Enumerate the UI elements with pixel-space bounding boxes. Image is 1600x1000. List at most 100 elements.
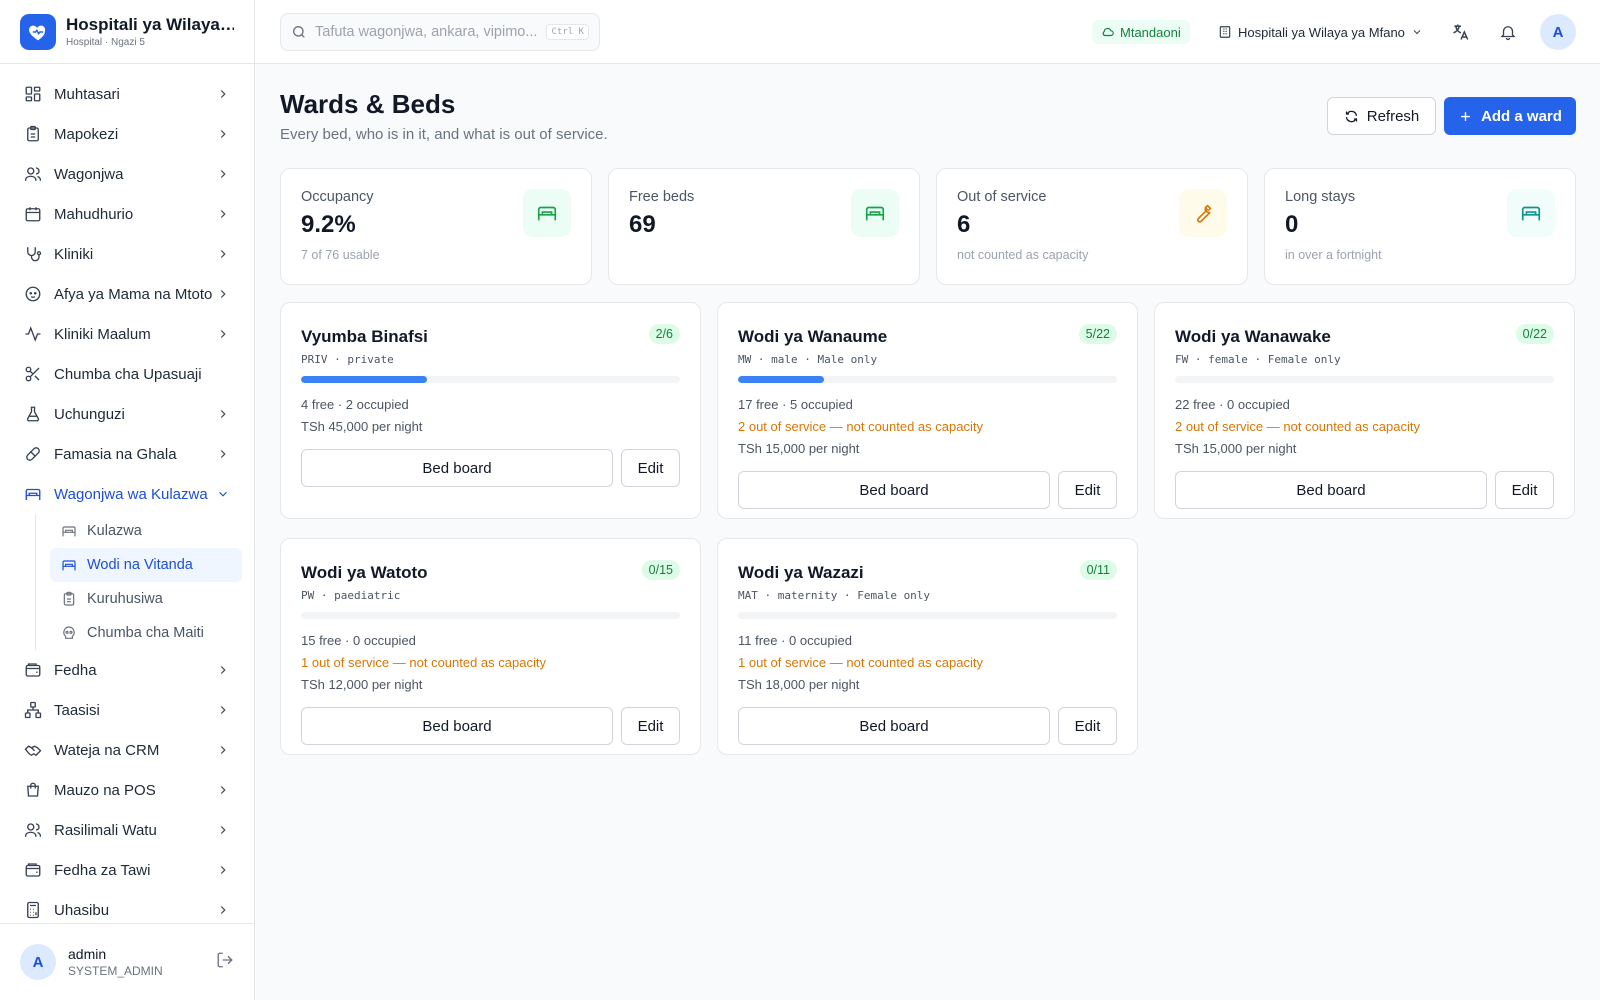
sidebar-item-wagonjwa[interactable]: Wagonjwa bbox=[0, 154, 254, 194]
user-avatar[interactable]: A bbox=[1540, 14, 1576, 50]
sidebar-item-label: Fedha za Tawi bbox=[54, 861, 151, 879]
ward-card: 2/6 Vyumba Binafsi PRIV · private 4 free… bbox=[280, 302, 701, 519]
chevron-right-icon bbox=[220, 410, 226, 418]
stat-card-long-stays: Long stays 0 in over a fortnight bbox=[1264, 168, 1576, 285]
language-icon[interactable] bbox=[1449, 20, 1473, 44]
ward-name: Wodi ya Watoto bbox=[301, 563, 428, 582]
occupancy-bar bbox=[1175, 376, 1554, 383]
bell-icon[interactable] bbox=[1496, 20, 1520, 44]
chevron-right-icon bbox=[220, 330, 226, 338]
bed-board-button[interactable]: Bed board bbox=[1175, 471, 1487, 509]
stat-card-out-of-service: Out of service 6 not counted as capacity bbox=[936, 168, 1248, 285]
sidebar-item-afya-ya-mama[interactable]: Afya ya Mama na Mtoto bbox=[0, 274, 254, 314]
bed-icon bbox=[851, 189, 899, 237]
brand-title: Hospitali ya Wilaya ya Mfano bbox=[66, 15, 234, 34]
sidebar-item-label: Wateja na CRM bbox=[54, 741, 160, 759]
sidebar-item-fedha[interactable]: Fedha bbox=[0, 650, 254, 690]
stat-label: Free beds bbox=[629, 189, 695, 205]
heart-logo-icon bbox=[20, 13, 56, 50]
sidebar-item-mauzo-na-pos[interactable]: Mauzo na POS bbox=[0, 770, 254, 810]
sidebar-item-uchunguzi[interactable]: Uchunguzi bbox=[0, 394, 254, 434]
sidebar-item-rasilimali-watu[interactable]: Rasilimali Watu bbox=[0, 810, 254, 850]
occupancy-bar bbox=[738, 376, 1117, 383]
bed-board-button[interactable]: Bed board bbox=[301, 707, 613, 745]
sidebar-item-kliniki-maalum[interactable]: Kliniki Maalum bbox=[0, 314, 254, 354]
sidebar-item-muhtasari[interactable]: Muhtasari bbox=[0, 74, 254, 114]
sidebar-item-mapokezi[interactable]: Mapokezi bbox=[0, 114, 254, 154]
stat-card-free-beds: Free beds 69 bbox=[608, 168, 920, 285]
sidebar-subnav: Kulazwa Wodi na Vitanda Kuruhusiwa Chumb… bbox=[35, 514, 254, 650]
refresh-icon bbox=[1345, 110, 1357, 122]
sidebar-subitem-kuruhusiwa[interactable]: Kuruhusiwa bbox=[50, 582, 242, 616]
ward-card: 0/22 Wodi ya Wanawake FW · female · Fema… bbox=[1154, 302, 1575, 519]
building-icon bbox=[1219, 26, 1231, 38]
sidebar-item-mahudhurio[interactable]: Mahudhurio bbox=[0, 194, 254, 234]
edit-ward-button[interactable]: Edit bbox=[621, 449, 680, 487]
ward-bed-counts: 11 free · 0 occupied bbox=[738, 633, 852, 648]
facility-selector[interactable]: Hospitali ya Wilaya ya Mfano bbox=[1218, 20, 1423, 44]
search-input[interactable] bbox=[315, 24, 539, 40]
status-badge: Mtandaoni bbox=[1092, 20, 1190, 44]
user-role: SYSTEM_ADMIN bbox=[68, 964, 163, 978]
status-text: Mtandaoni bbox=[1120, 24, 1181, 40]
sidebar-item-label: Rasilimali Watu bbox=[54, 821, 157, 839]
sidebar-item-taasisi[interactable]: Taasisi bbox=[0, 690, 254, 730]
chevron-down-icon bbox=[1413, 30, 1421, 35]
ward-card: 0/15 Wodi ya Watoto PW · paediatric 15 f… bbox=[280, 538, 701, 755]
sidebar-item-label: Mahudhurio bbox=[54, 205, 134, 223]
chevron-right-icon bbox=[220, 746, 226, 754]
brand-subtitle: Hospital · Ngazi 5 bbox=[66, 37, 145, 48]
occupancy-badge: 0/15 bbox=[641, 560, 680, 580]
sidebar-item-kliniki[interactable]: Kliniki bbox=[0, 234, 254, 274]
ward-price: TSh 18,000 per night bbox=[738, 677, 860, 692]
user-name: admin bbox=[68, 946, 107, 962]
sidebar-item-chumba-cha-upasuaji[interactable]: Chumba cha Upasuaji bbox=[0, 354, 254, 394]
logout-icon[interactable] bbox=[216, 951, 234, 974]
chevron-right-icon bbox=[220, 826, 226, 834]
search-shortcut: Ctrl K bbox=[546, 24, 589, 40]
ward-name: Wodi ya Wanaume bbox=[738, 327, 888, 346]
search-box[interactable]: Ctrl K bbox=[280, 13, 600, 51]
topbar: Ctrl K Mtandaoni Hospitali ya Wilaya ya … bbox=[255, 0, 1600, 64]
ward-card: 0/11 Wodi ya Wazazi MAT · maternity · Fe… bbox=[717, 538, 1138, 755]
bed-board-button[interactable]: Bed board bbox=[301, 449, 613, 487]
sidebar-subitem-chumba-cha-maiti[interactable]: Chumba cha Maiti bbox=[50, 616, 242, 650]
sidebar-item-uhasibu[interactable]: Uhasibu bbox=[0, 890, 254, 930]
chevron-down-icon bbox=[219, 491, 227, 497]
sidebar-subitem-wodi-na-vitanda[interactable]: Wodi na Vitanda bbox=[50, 548, 242, 582]
sidebar-item-label: Fedha bbox=[54, 661, 97, 679]
ward-bed-counts: 15 free · 0 occupied bbox=[301, 633, 416, 648]
avatar[interactable]: A bbox=[20, 944, 56, 980]
edit-ward-button[interactable]: Edit bbox=[1495, 471, 1554, 509]
scissors-icon bbox=[24, 365, 42, 383]
edit-ward-button[interactable]: Edit bbox=[1058, 471, 1117, 509]
chevron-right-icon bbox=[220, 130, 226, 138]
sidebar-subitem-kulazwa[interactable]: Kulazwa bbox=[50, 514, 242, 548]
add-ward-button[interactable]: Add a ward bbox=[1444, 97, 1576, 135]
bed-board-button[interactable]: Bed board bbox=[738, 707, 1050, 745]
chevron-right-icon bbox=[220, 90, 226, 98]
sidebar-subitem-label: Chumba cha Maiti bbox=[87, 625, 204, 641]
brand[interactable]: Hospitali ya Wilaya ya Mfano Hospital · … bbox=[0, 0, 254, 64]
users-icon bbox=[24, 165, 42, 183]
wallet-icon bbox=[24, 661, 42, 679]
sidebar-item-wagonjwa-wa-kulazwa[interactable]: Wagonjwa wa Kulazwa bbox=[0, 474, 254, 514]
bed-board-button[interactable]: Bed board bbox=[738, 471, 1050, 509]
stat-label: Occupancy bbox=[301, 189, 374, 205]
sidebar-item-fedha-za-tawi[interactable]: Fedha za Tawi bbox=[0, 850, 254, 890]
dashboard-icon bbox=[24, 85, 42, 103]
edit-ward-button[interactable]: Edit bbox=[621, 707, 680, 745]
sidebar-item-label: Uhasibu bbox=[54, 901, 110, 919]
occupancy-bar bbox=[738, 612, 1117, 619]
sidebar-item-famasia[interactable]: Famasia na Ghala bbox=[0, 434, 254, 474]
stat-note: in over a fortnight bbox=[1285, 248, 1382, 262]
edit-ward-button[interactable]: Edit bbox=[1058, 707, 1117, 745]
sidebar-item-label: Kliniki bbox=[54, 245, 94, 263]
sidebar-item-wateja-na-crm[interactable]: Wateja na CRM bbox=[0, 730, 254, 770]
cloud-icon bbox=[1102, 27, 1114, 37]
stat-value: 9.2% bbox=[301, 211, 356, 238]
refresh-button[interactable]: Refresh bbox=[1327, 97, 1436, 135]
sidebar-item-label: Mapokezi bbox=[54, 125, 119, 143]
add-ward-label: Add a ward bbox=[1481, 107, 1562, 125]
occupancy-bar bbox=[301, 376, 680, 383]
